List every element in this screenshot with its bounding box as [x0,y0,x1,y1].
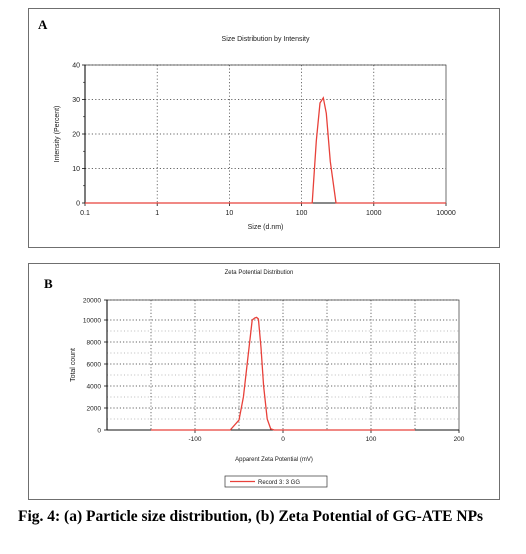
size-distribution-panel: A Size Distribution by Intensity 0 10 20 30 4… [28,8,500,248]
legend-box [224,475,328,488]
y-tick-label: 20000 [83,298,101,305]
y-axis-label: Total count [70,348,77,382]
x-tick-label: 10 [226,210,234,217]
size-distribution-line [85,96,446,204]
x-axis-label: Apparent Zeta Potential (mV) [235,457,313,463]
y-tick-label: 10000 [83,318,101,325]
legend: Record 3: 3 GG [224,475,328,488]
y-tick-label: 2000 [87,406,102,413]
figure-caption: Fig. 4: (a) Particle size distribution, … [18,508,484,525]
y-tick-label: 10 [72,166,80,173]
zeta-potential-chart: Zeta Potential Distribution0200040006000… [70,270,465,488]
zeta-potential-line [151,316,415,431]
panel-label-a: A [38,17,48,32]
y-tick-label: 0 [97,428,101,435]
x-tick-label: 1 [155,210,159,217]
chart-title: Size Distribution by Intensity [222,36,310,43]
x-tick-label: 100 [366,436,377,443]
y-axis-label: Intensity (Percent) [54,106,61,163]
x-tick-label: 100 [296,210,308,217]
y-tick-label: 0 [76,201,80,208]
panel-label-b: B [44,276,53,291]
x-tick-label: 1000 [366,210,382,217]
x-tick-label: 200 [454,436,465,443]
y-tick-label: 6000 [87,362,102,369]
x-tick-label: -100 [188,436,201,443]
zeta-potential-panel: B Zeta Potential Distribution 0 2000 4000 60… [28,263,500,500]
size-distribution-chart: Size Distribution by Intensity 0 10 20 30 40 0… [54,36,456,231]
y-tick-label: 20 [72,132,80,139]
y-tick-label: 4000 [87,384,102,391]
x-axis-label: Size (d.nm) [248,224,284,231]
x-tick-label: 0 [281,436,285,443]
x-tick-label: 10000 [436,210,456,217]
x-tick-label: 0.1 [80,210,90,217]
y-tick-label: 8000 [87,340,102,347]
chart-title: Zeta Potential Distribution [225,270,294,276]
legend-label: Record 3: 3 GG [258,480,300,486]
y-tick-label: 30 [72,97,80,104]
y-tick-label: 40 [72,63,80,70]
